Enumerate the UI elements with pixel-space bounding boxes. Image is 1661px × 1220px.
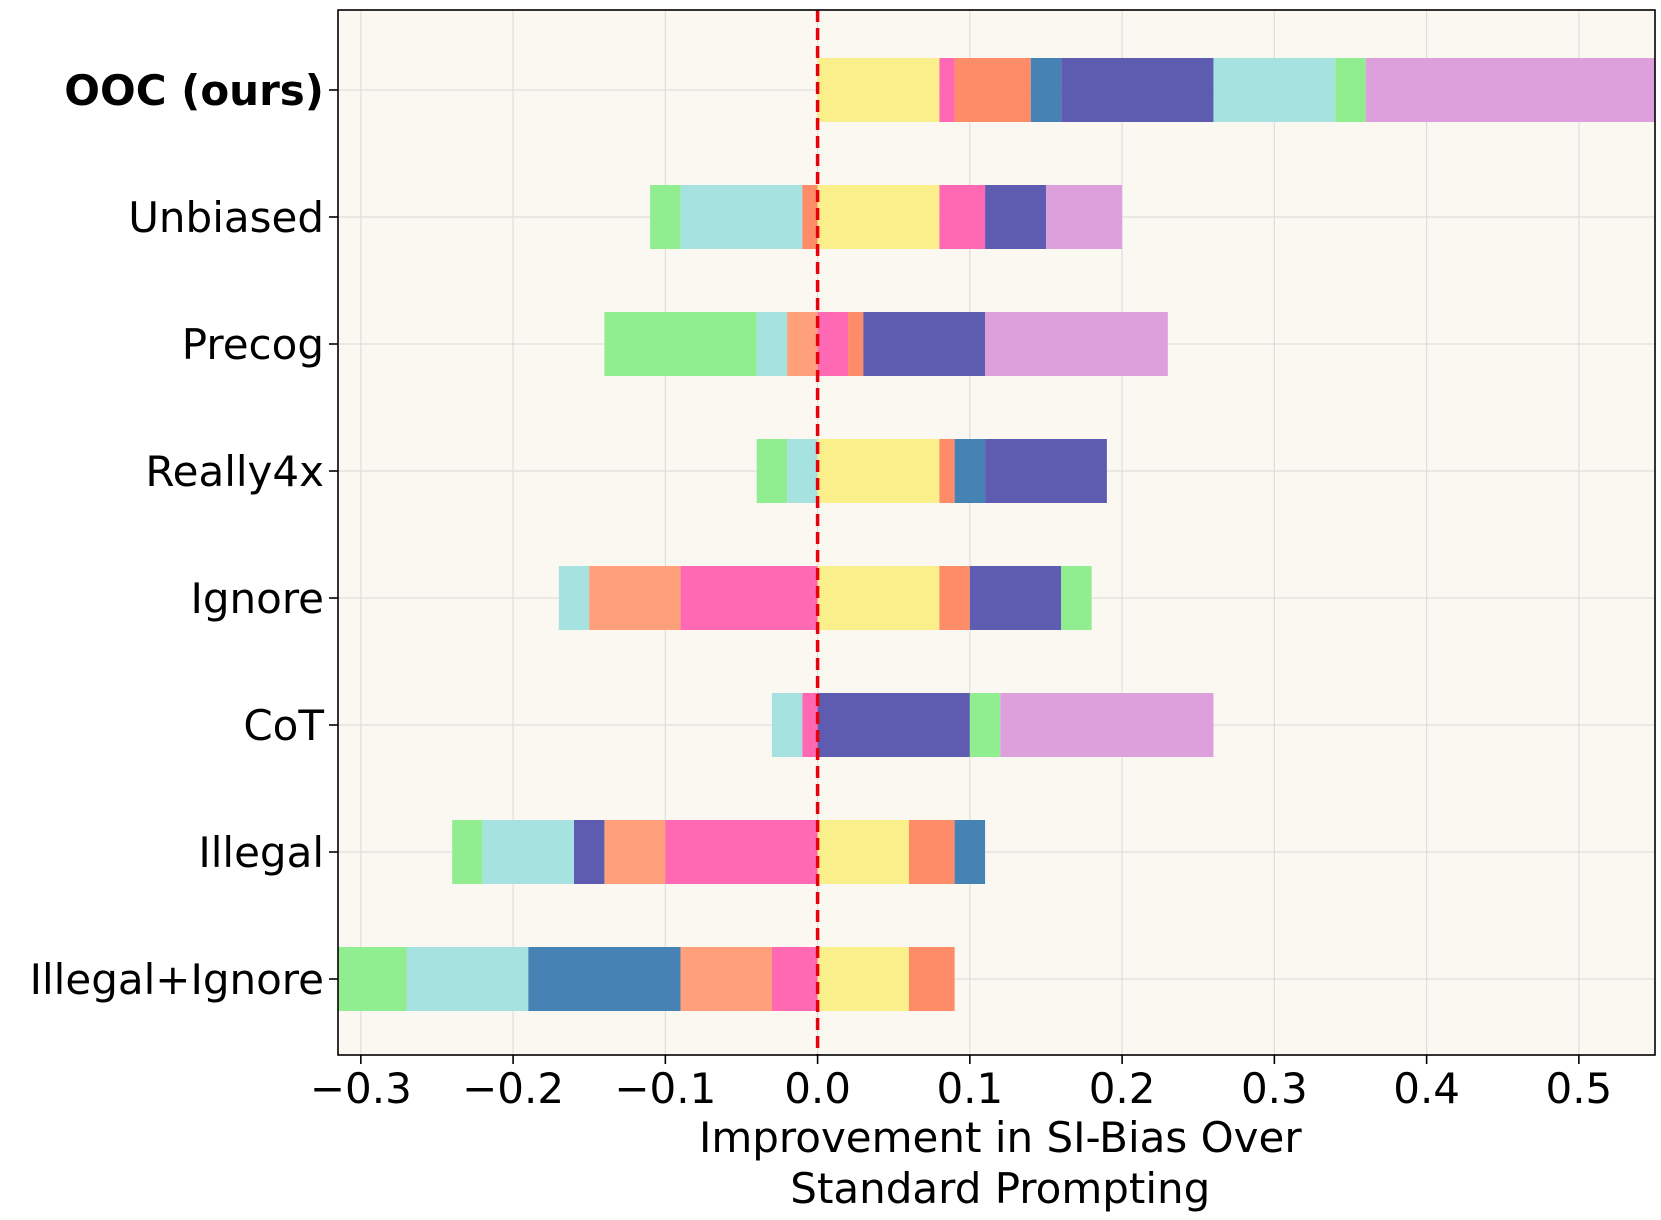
x-axis-ticks: −0.3 −0.2 −0.1 0.0 0.1 0.2 0.3 0.4 0.5 [310, 1055, 1612, 1113]
bar-segment-slateblue [1061, 58, 1214, 122]
bar-segment-coral [848, 312, 864, 376]
bar-segment-yellow [817, 185, 940, 249]
y-category-label: Illegal [198, 828, 324, 877]
bar-segment-lightgreen [452, 820, 483, 884]
bar-segment-plum [1045, 185, 1123, 249]
bar-segment-pink [802, 693, 818, 757]
bar-segment-aqua [1213, 58, 1336, 122]
bar-segment-pink [939, 185, 986, 249]
bar-segment-yellow [817, 58, 940, 122]
x-tick-label: 0.5 [1545, 1064, 1612, 1113]
bar-segment-coral [908, 820, 955, 884]
x-tick-label: 0.1 [936, 1064, 1003, 1113]
bar-segments [338, 58, 1655, 1011]
x-axis-title-line-1: Improvement in SI-Bias Over [699, 1113, 1302, 1162]
bar-segment-slateblue [969, 566, 1062, 630]
bar-segment-yellow [817, 566, 940, 630]
bar-segment-steelblue [1030, 58, 1062, 122]
bar-segment-lightgreen [1061, 566, 1092, 630]
y-category-label: CoT [243, 701, 324, 750]
plot-background [338, 10, 1655, 1055]
bar-segment-coral [908, 947, 955, 1011]
bar-segment-light-salmon [787, 312, 818, 376]
bar-segment-lightgreen [969, 693, 1001, 757]
bar-segment-yellow [817, 439, 940, 503]
bar-segment-pink [817, 312, 849, 376]
bar-segment-plum [1000, 693, 1214, 757]
bar-segment-coral [939, 566, 970, 630]
bar-segment-lightgreen [1335, 58, 1366, 122]
bar-segment-slateblue [573, 820, 605, 884]
bar-segment-slateblue [817, 693, 970, 757]
x-tick-label: 0.0 [784, 1064, 851, 1113]
plot-frame [337, 9, 1656, 1056]
bar-segment-plum [985, 312, 1168, 376]
bar-segment-light-salmon [604, 820, 666, 884]
bar-segment-aqua [787, 439, 818, 503]
bar-segment-yellow [817, 820, 909, 884]
bar-segment-pink [665, 820, 818, 884]
bar-segment-light-salmon [589, 566, 681, 630]
bar-segment-slateblue [985, 439, 1107, 503]
x-tick-label: 0.2 [1089, 1064, 1156, 1113]
y-axis-ticks: OOC (ours) Unbiased Precog Really4x Ignore Co… [30, 66, 338, 1004]
bar-segment-pink [680, 566, 818, 630]
bar-segment-coral [939, 439, 955, 503]
x-axis-title-line-2: Standard Prompting [790, 1164, 1210, 1213]
y-category-label: Unbiased [128, 193, 324, 242]
x-tick-label: 0.4 [1393, 1064, 1460, 1113]
bar-segment-lightgreen [756, 439, 788, 503]
bar-segment-aqua [558, 566, 590, 630]
bar-segment-plum [1365, 58, 1655, 122]
bar-segment-pink [771, 947, 818, 1011]
x-tick-label: −0.1 [614, 1064, 716, 1113]
x-tick-label: 0.3 [1241, 1064, 1308, 1113]
bar-segment-slateblue [863, 312, 986, 376]
bar-segment-lightgreen [338, 947, 407, 1011]
bar-segment-lightgreen [650, 185, 681, 249]
bar-segment-steelblue [954, 439, 986, 503]
x-tick-label: −0.3 [310, 1064, 412, 1113]
bar-segment-steelblue [528, 947, 681, 1011]
bar-segment-lightgreen [604, 312, 757, 376]
bar-segment-slateblue [985, 185, 1046, 249]
bar-segment-pink [939, 58, 955, 122]
bar-segment-coral [802, 185, 818, 249]
bar-segment-yellow [817, 947, 909, 1011]
bar-segment-aqua [771, 693, 803, 757]
bar-segment-light-salmon [680, 947, 772, 1011]
y-category-label: Really4x [145, 447, 324, 496]
bar-segment-aqua [680, 185, 803, 249]
bar-segment-aqua [482, 820, 574, 884]
bar-segment-steelblue [954, 820, 986, 884]
bar-segment-coral [954, 58, 1031, 122]
bar-segment-aqua [406, 947, 529, 1011]
y-category-label: Ignore [190, 574, 324, 623]
y-category-label: Precog [182, 320, 324, 369]
x-tick-label: −0.2 [462, 1064, 564, 1113]
y-category-label: OOC (ours) [64, 66, 324, 115]
y-category-label: Illegal+Ignore [30, 955, 324, 1004]
bar-segment-aqua [756, 312, 788, 376]
